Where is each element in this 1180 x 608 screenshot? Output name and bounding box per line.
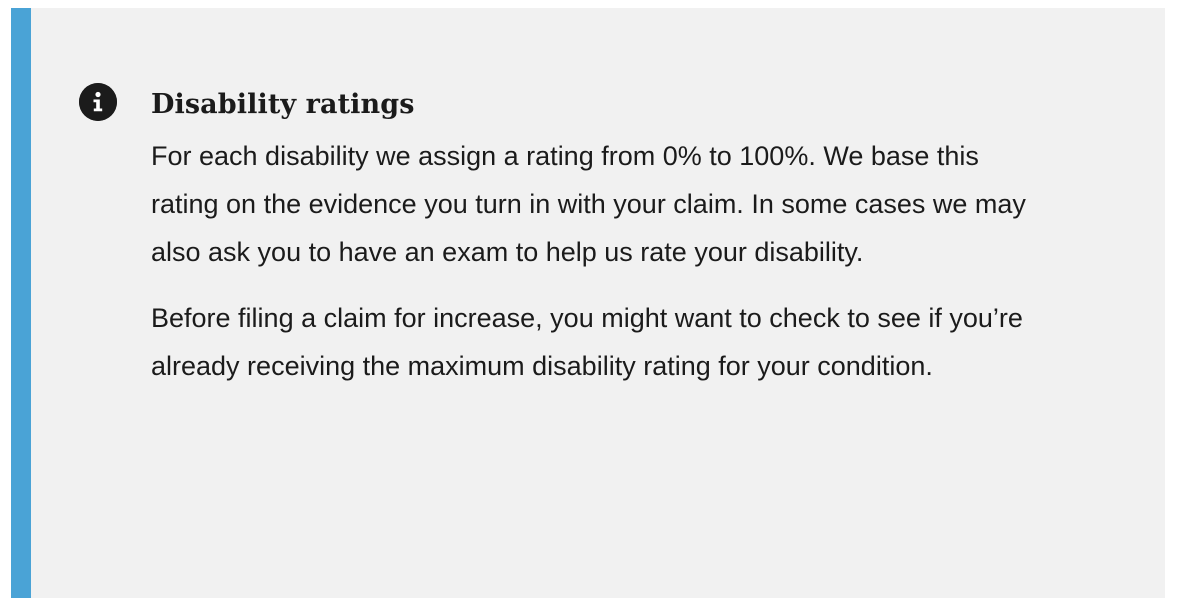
- alert-body: Disability ratings For each disability w…: [151, 88, 1051, 390]
- info-icon: [79, 83, 117, 121]
- info-alert: Disability ratings For each disability w…: [11, 8, 1165, 598]
- alert-paragraph-increase: Before filing a claim for increase, you …: [151, 303, 1023, 381]
- alert-heading: Disability ratings: [151, 89, 415, 120]
- alert-paragraph-ratings: For each disability we assign a rating f…: [151, 141, 1026, 267]
